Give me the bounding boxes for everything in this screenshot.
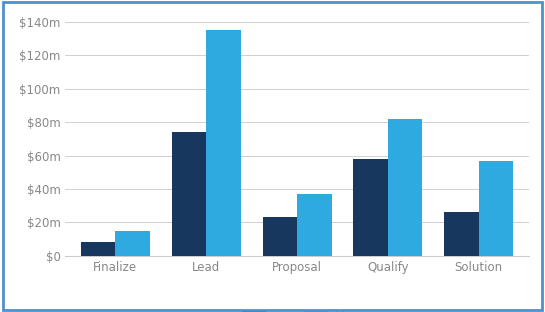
Bar — [206, 30, 241, 256]
Legend: Yes, No: Yes, No — [237, 305, 358, 312]
Bar — [297, 194, 331, 256]
Bar — [263, 217, 297, 256]
Bar — [388, 119, 422, 256]
Bar — [81, 242, 116, 256]
Bar — [172, 132, 206, 256]
Bar — [116, 231, 150, 256]
Bar — [479, 161, 513, 256]
Bar — [353, 159, 388, 256]
Bar — [444, 212, 479, 256]
